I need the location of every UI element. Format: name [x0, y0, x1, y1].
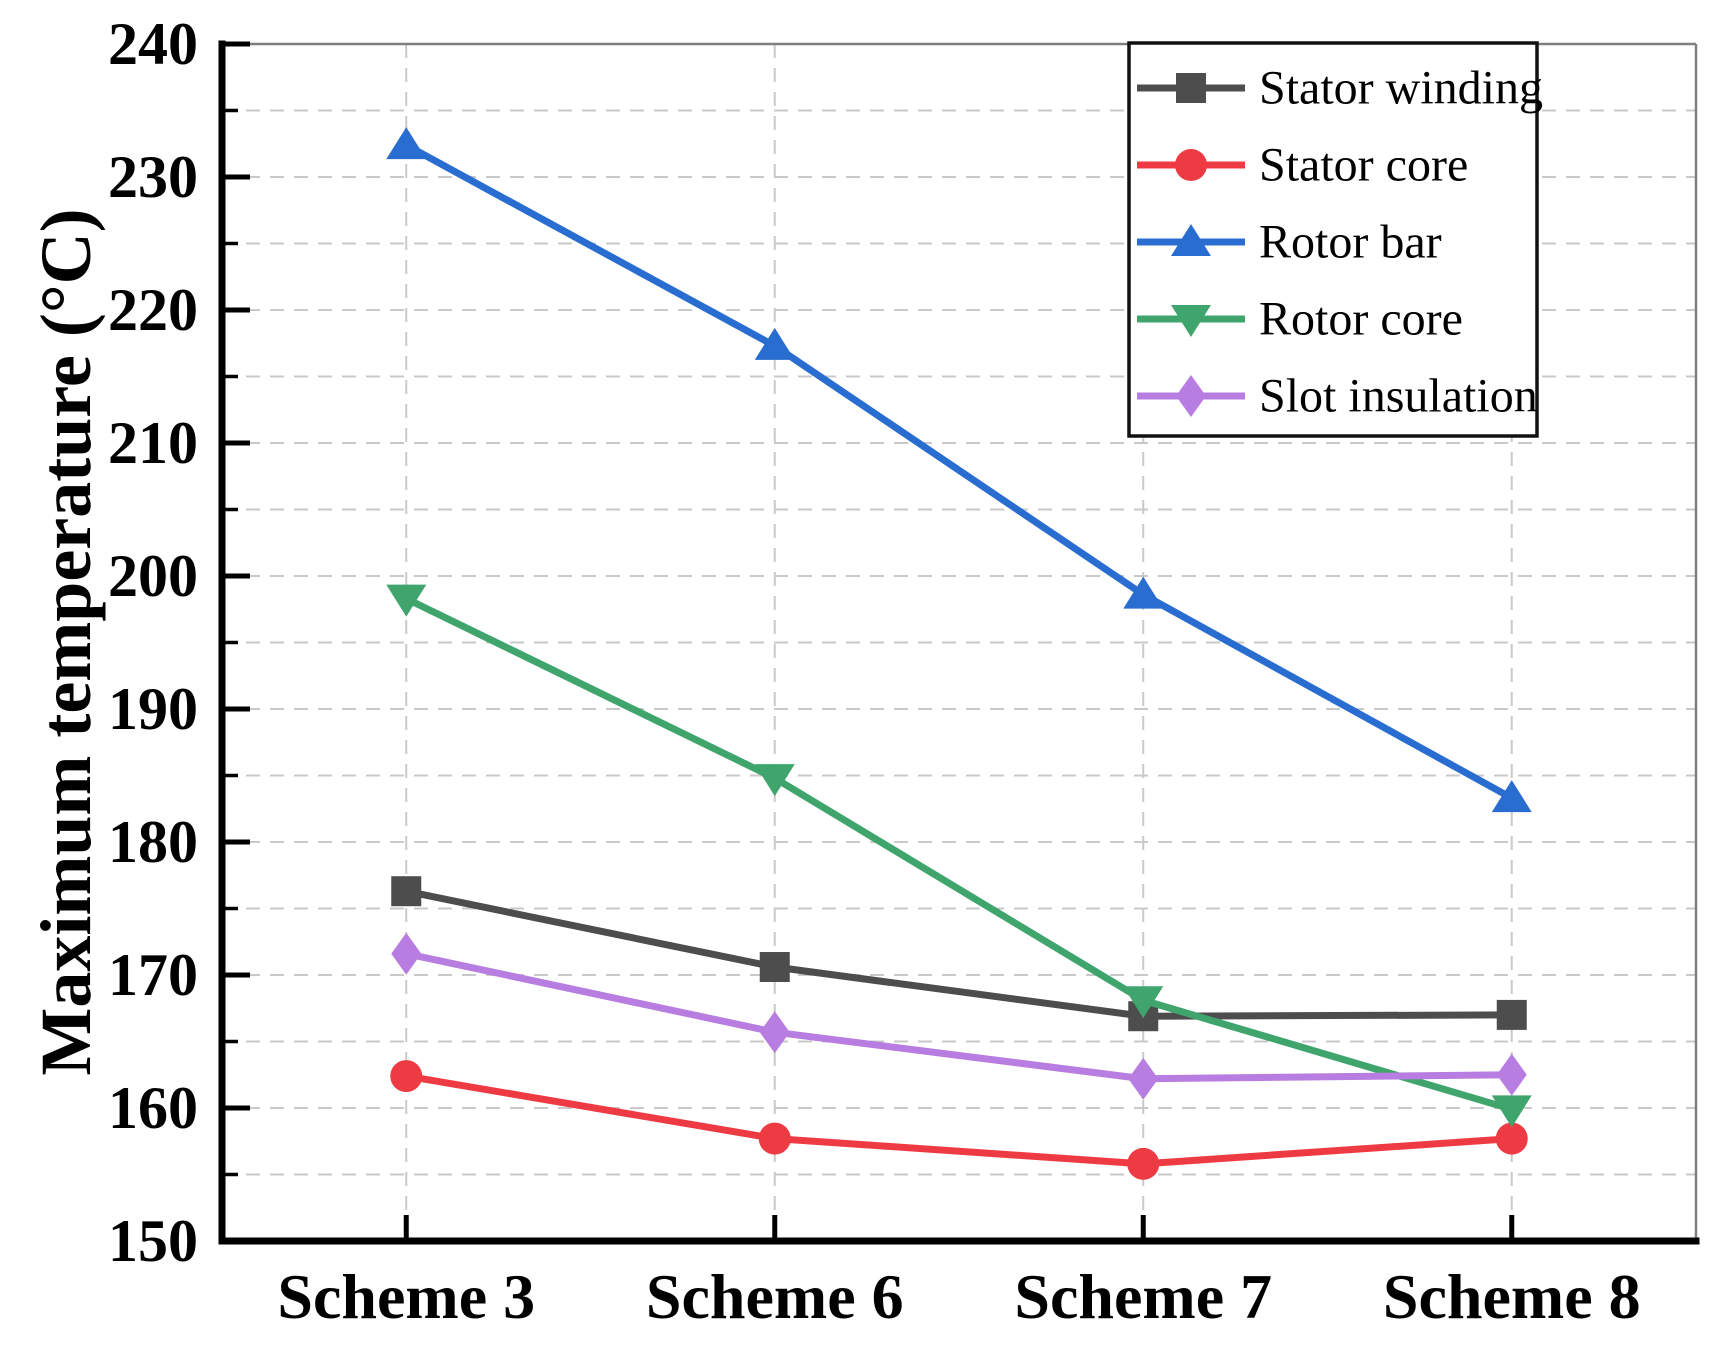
y-tick-label: 190 [108, 676, 198, 742]
legend-label: Rotor bar [1259, 216, 1442, 269]
y-tick-label: 160 [108, 1075, 198, 1141]
y-tick-label: 240 [108, 11, 198, 77]
series-slot-insulation [391, 932, 1527, 1100]
diamond-marker-icon [391, 932, 422, 975]
legend-label: Stator winding [1259, 62, 1543, 115]
legend-triangle-down-marker-icon [1171, 305, 1211, 337]
square-marker-icon [391, 876, 422, 907]
series-line-stator-core [402, 1072, 1516, 1168]
circle-marker-icon [1495, 1122, 1528, 1155]
legend-label: Slot insulation [1259, 370, 1538, 423]
square-marker-icon [1496, 999, 1527, 1030]
x-tick-label: Scheme 6 [646, 1261, 904, 1332]
y-tick-label: 170 [108, 942, 198, 1008]
triangle-down-marker-icon [1491, 1095, 1532, 1128]
y-tick-label: 220 [108, 277, 198, 343]
series-rotor-core [386, 584, 1532, 1128]
legend-circle-marker-icon [1175, 149, 1207, 181]
legend-diamond-marker-icon [1176, 375, 1206, 417]
triangle-up-marker-icon [386, 127, 427, 160]
y-tick-label: 200 [108, 543, 198, 609]
triangle-down-marker-icon [754, 764, 795, 797]
triangle-up-marker-icon [1491, 780, 1532, 813]
diamond-marker-icon [1496, 1053, 1527, 1096]
diamond-marker-icon [759, 1011, 790, 1054]
series-line-slot-insulation [402, 950, 1516, 1083]
x-tick-label: Scheme 7 [1014, 1261, 1272, 1332]
axis-ticks [222, 41, 1515, 1244]
y-axis-title: Maximum temperature (°C) [26, 208, 106, 1075]
legend-triangle-up-marker-icon [1171, 224, 1211, 256]
x-tick-label: Scheme 3 [277, 1261, 535, 1332]
legend-entry: Stator core [1137, 139, 1468, 192]
triangle-up-marker-icon [754, 327, 795, 360]
diamond-marker-icon [1128, 1057, 1159, 1100]
series-line-rotor-bar [402, 141, 1516, 802]
legend-entry: Stator winding [1137, 62, 1543, 115]
circle-marker-icon [758, 1122, 791, 1155]
y-tick-label: 150 [108, 1208, 198, 1274]
y-tick-label: 210 [108, 410, 198, 476]
x-tick-label: Scheme 8 [1383, 1261, 1641, 1332]
circle-marker-icon [390, 1060, 423, 1093]
triangle-up-marker-icon [1123, 576, 1164, 609]
y-tick-label: 230 [108, 144, 198, 210]
legend-entry: Rotor bar [1137, 216, 1442, 269]
legend-entry: Slot insulation [1137, 370, 1538, 423]
series-line-rotor-core [402, 595, 1516, 1113]
triangle-down-marker-icon [386, 584, 427, 617]
triangle-down-marker-icon [1123, 986, 1164, 1019]
series-line-stator-winding [402, 887, 1516, 1020]
legend-entry: Rotor core [1137, 293, 1463, 346]
series-rotor-bar [386, 127, 1532, 813]
square-marker-icon [759, 952, 790, 983]
series-stator-core [390, 1060, 1528, 1180]
legend-label: Stator core [1259, 139, 1468, 192]
legend-label: Rotor core [1259, 293, 1463, 346]
legend: Stator winding Stator core Rotor bar Rotor … [1127, 41, 1543, 438]
circle-marker-icon [1127, 1147, 1160, 1180]
legend-square-marker-icon [1176, 73, 1206, 103]
y-tick-label: 180 [108, 809, 198, 875]
